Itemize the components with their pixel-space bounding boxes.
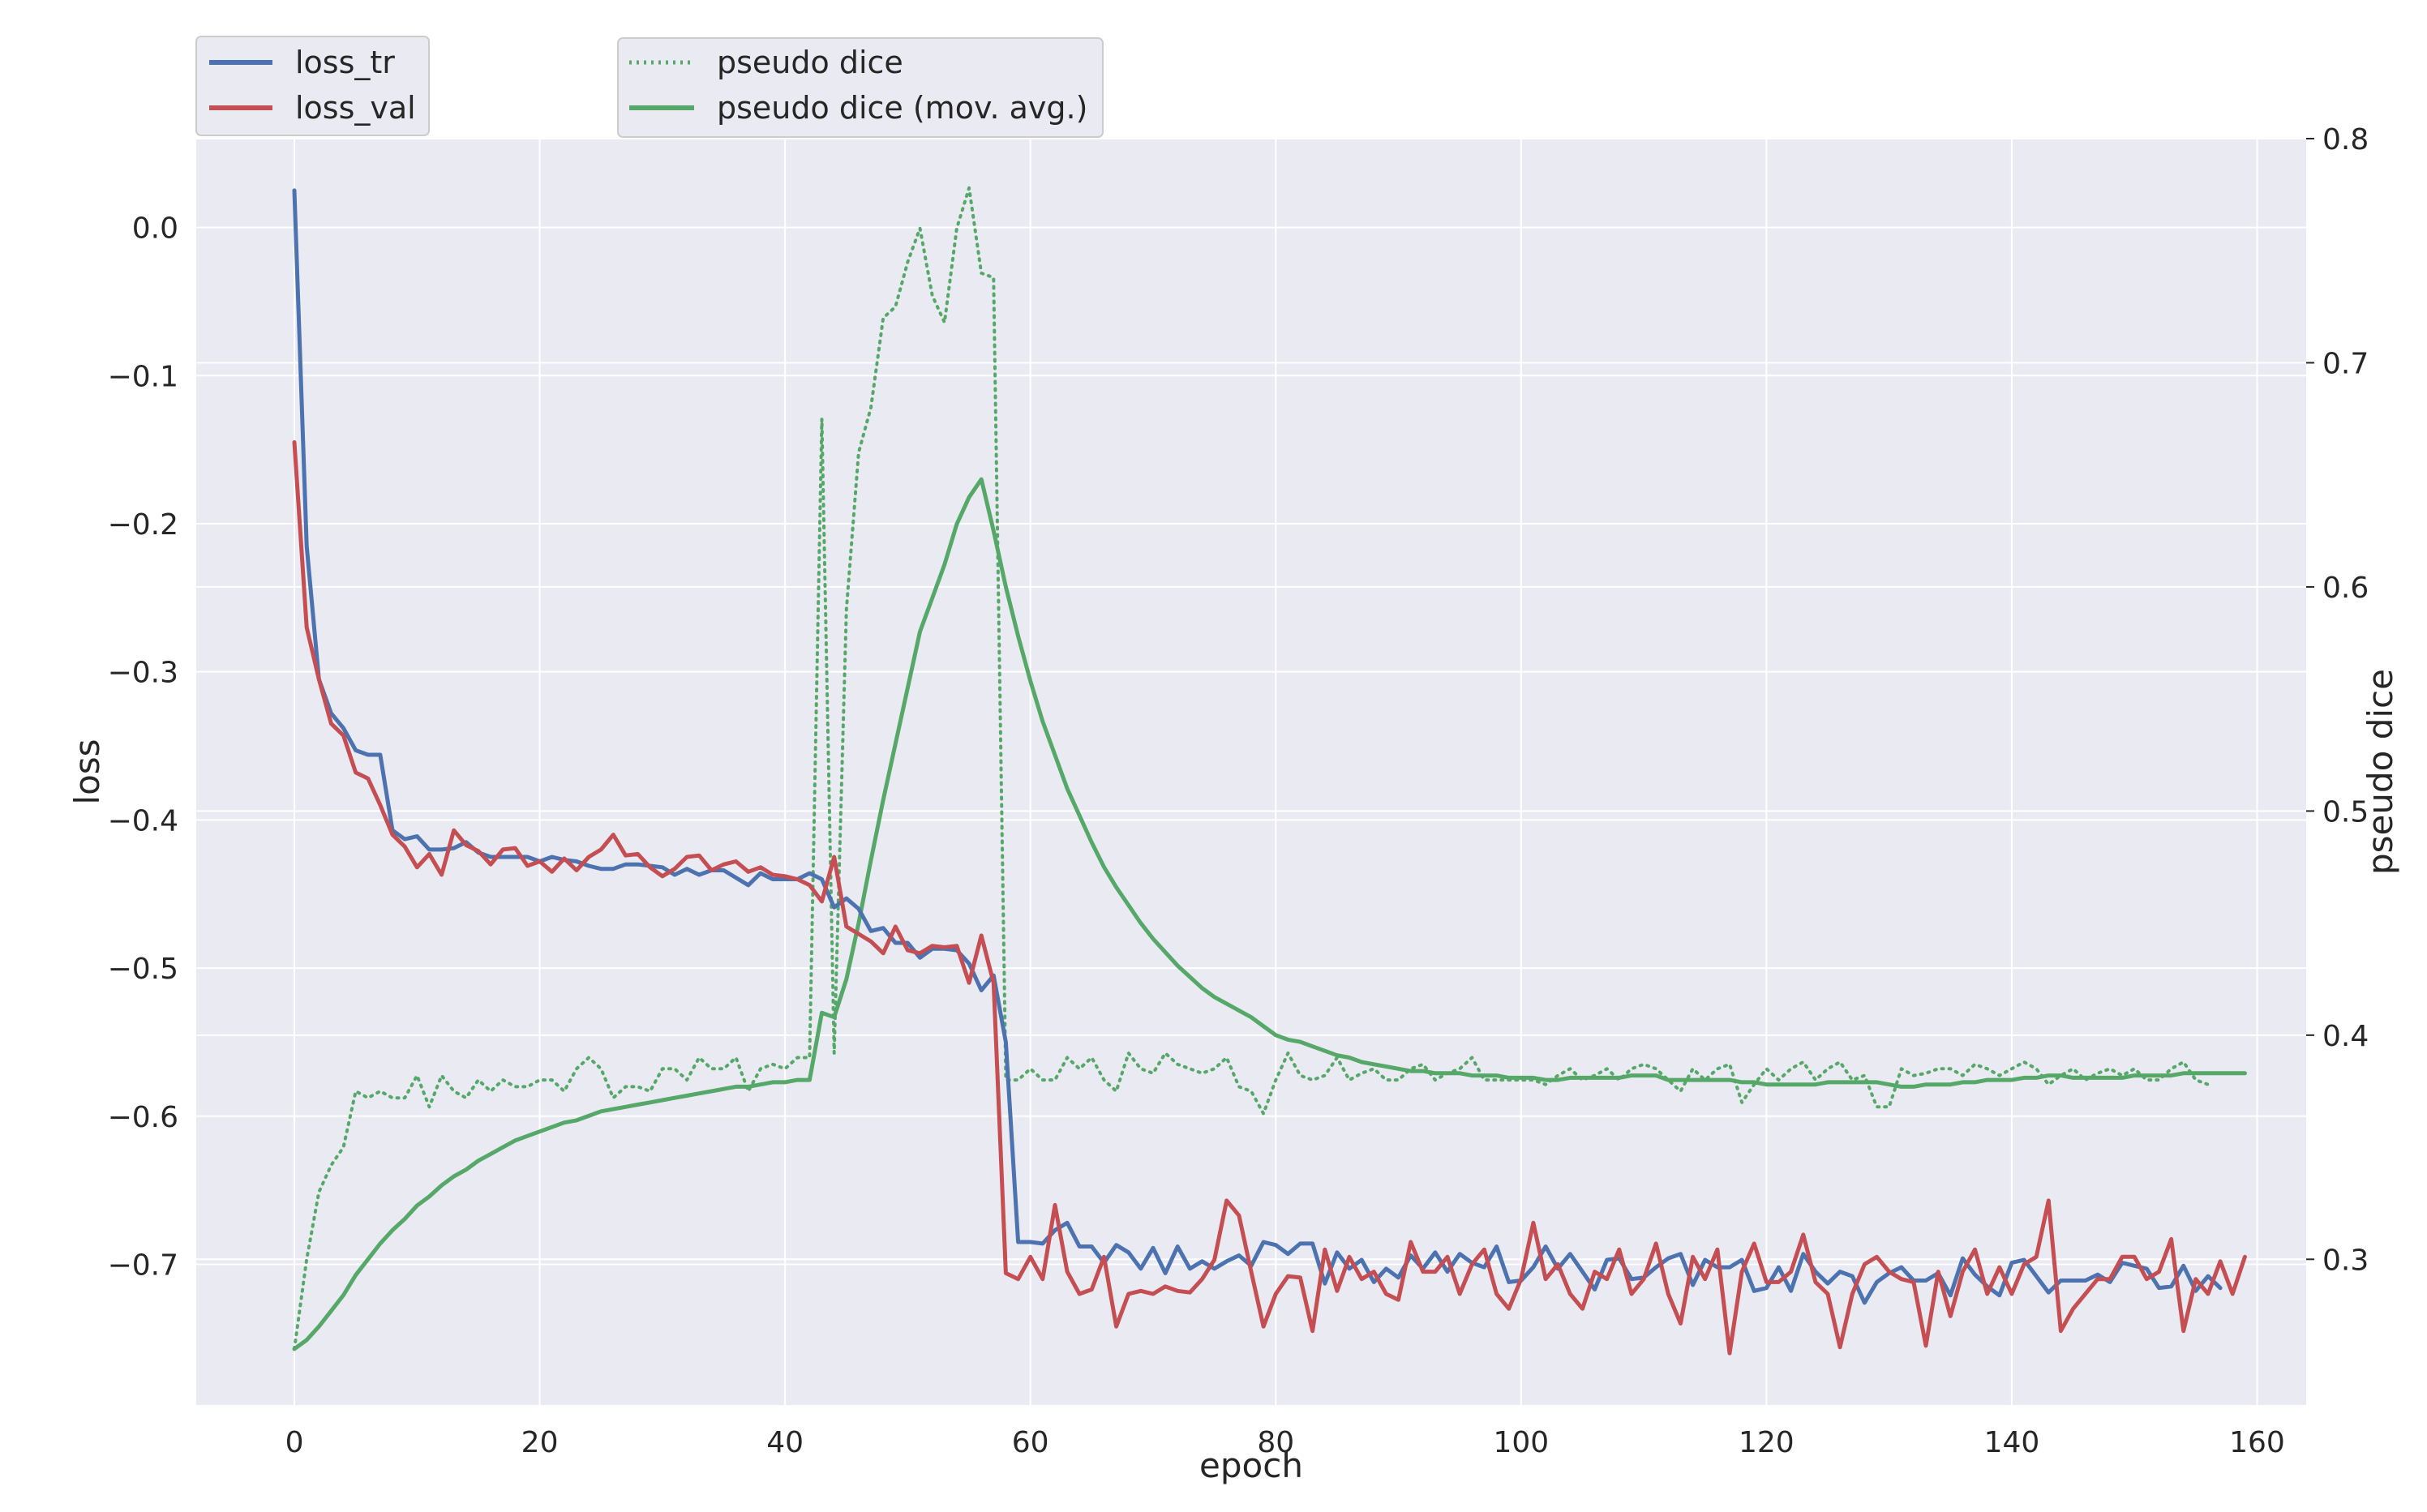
series-pseudo-dice [293,186,2210,1351]
legend-label-pseudo-dice-ma: pseudo dice (mov. avg.) [717,90,1087,126]
y-left-tick-label: 0.0 [132,212,178,246]
y-left-tick-label: −0.2 [108,508,178,542]
y-right-tick-label: 0.6 [2322,572,2369,605]
x-tick-label: 40 [766,1426,804,1459]
y-axis-label-right: pseudo dice [2361,669,2400,875]
x-tick-label: 0 [285,1426,304,1459]
legend-label-loss-val: loss_val [295,90,416,126]
x-tick-label: 140 [1984,1426,2040,1459]
series-loss-tr [292,188,2223,1305]
y-right-tick-label: 0.5 [2322,795,2369,829]
plot-area [196,139,2306,1405]
y-right-tick-label: 0.7 [2322,347,2369,380]
y-axis-label-left: loss [67,739,107,804]
y-left-tick-label: −0.3 [108,657,178,690]
series-pseudo-dice-mov-avg [292,477,2247,1351]
y-left-tick-label: −0.4 [108,804,178,837]
legend-dice: pseudo dice pseudo dice (mov. avg.) [617,37,1104,138]
x-axis-label: epoch [1199,1446,1303,1485]
x-tick-label: 120 [1739,1426,1795,1459]
series-layer [292,186,2247,1356]
y-left-tick-label: −0.7 [108,1249,178,1282]
legend-loss: loss_tr loss_val [195,36,430,136]
y-right-tick-label: 0.4 [2322,1020,2369,1053]
x-tick-label: 20 [521,1426,559,1459]
y-left-tick-label: −0.6 [108,1101,178,1134]
legend-dice-frame [617,37,1104,138]
y-right-tick-label: 0.8 [2322,123,2369,156]
x-tick-label: 160 [2229,1426,2285,1459]
y-left-tick-label: −0.1 [108,360,178,393]
x-tick-label: 60 [1012,1426,1049,1459]
x-tick-label: 100 [1493,1426,1549,1459]
legend-label-loss-tr: loss_tr [295,45,395,80]
grid-lines [196,138,2306,1405]
y-left-tick-label: −0.5 [108,953,178,986]
legend-label-pseudo-dice: pseudo dice [717,45,903,80]
tick-labels: 0 20 40 60 80 100 120 140 160 0.0 −0.1 −0.2 −0.3 −0.4… [108,123,2369,1459]
x-tick-label: 80 [1257,1426,1294,1459]
series-loss-val [292,440,2247,1356]
y-right-tick-label: 0.3 [2322,1244,2369,1277]
